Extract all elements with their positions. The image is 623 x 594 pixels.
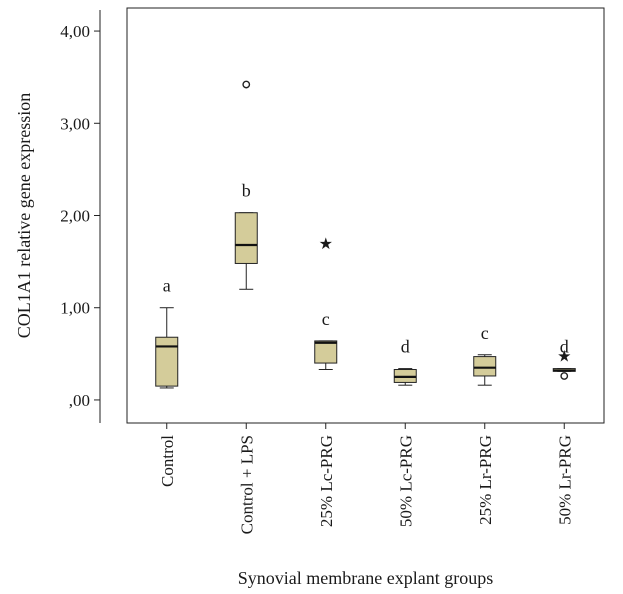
x-category-label: 25% Lr-PRG	[476, 435, 495, 525]
box-group: b	[234, 80, 258, 290]
box-group: d	[393, 337, 417, 386]
box-group: a	[155, 276, 179, 389]
y-axis-title: COL1A1 relative gene expression	[14, 93, 34, 338]
significance-letter: d	[560, 337, 569, 357]
significance-letter: c	[322, 309, 330, 329]
x-category-label: 50% Lc-PRG	[396, 435, 415, 527]
x-category-label: Control + LPS	[237, 435, 256, 534]
outlier-circle	[242, 80, 251, 89]
iqr-box	[473, 356, 497, 377]
box-group: ★d	[552, 337, 576, 380]
extreme-outlier-star: ★	[557, 349, 571, 366]
iqr-box	[155, 336, 179, 387]
x-category-label: 50% Lr-PRG	[555, 435, 574, 525]
significance-letter: a	[163, 276, 171, 296]
y-tick-label: 3,00	[60, 114, 90, 133]
x-category-label: 25% Lc-PRG	[317, 435, 336, 527]
x-axis: Control Control + LPS 25% Lc-PRG 50% Lc-PRG…	[127, 422, 604, 534]
iqr-box	[314, 340, 338, 364]
box-group: ★c	[314, 236, 338, 371]
y-tick-label: 2,00	[60, 207, 90, 226]
y-tick-label: 1,00	[60, 299, 90, 318]
extreme-outlier-star: ★	[319, 236, 333, 253]
y-axis: ,00 1,00 2,00 3,00 4,00	[60, 10, 101, 423]
box-series: ab★cdc★d	[155, 80, 576, 389]
box-group: c	[473, 323, 497, 386]
x-category-label: Control	[158, 435, 177, 487]
plot-area-border	[126, 7, 605, 424]
significance-letter: d	[401, 337, 410, 357]
y-tick-label: ,00	[69, 391, 90, 410]
plot-frame	[126, 7, 605, 424]
outlier-circle	[560, 372, 569, 380]
iqr-box	[234, 212, 258, 264]
significance-letter: b	[242, 181, 251, 201]
y-tick-label: 4,00	[60, 22, 90, 41]
x-axis-title: Synovial membrane explant groups	[238, 568, 493, 588]
significance-letter: c	[481, 323, 489, 343]
